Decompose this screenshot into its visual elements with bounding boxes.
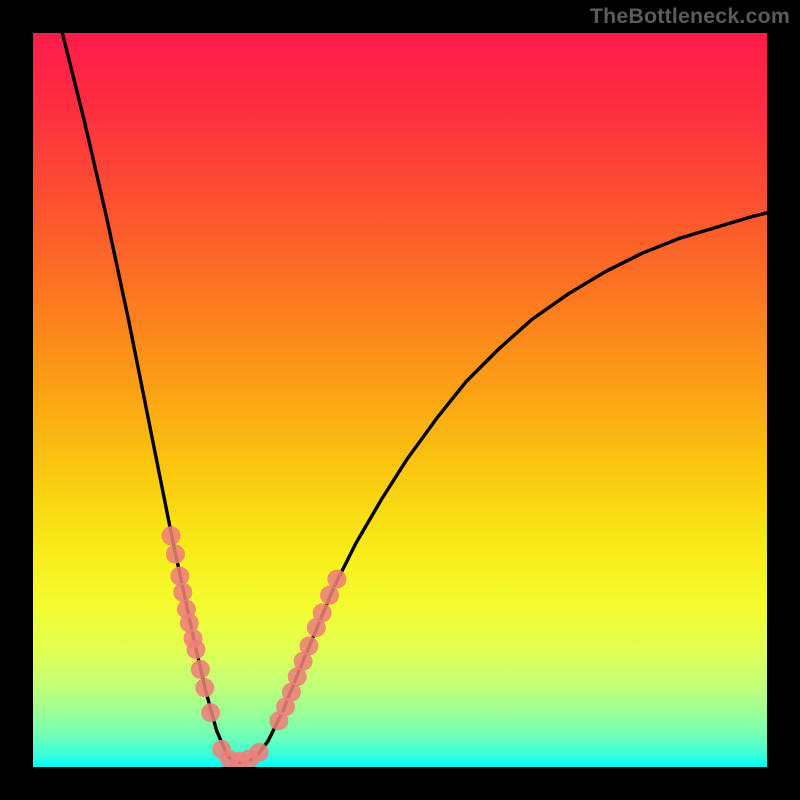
chart-root: TheBottleneck.com [0,0,800,800]
gpu-marker [173,583,192,602]
chart-svg [0,0,800,800]
gpu-marker [170,567,189,586]
gpu-marker [320,586,339,605]
gpu-marker [186,640,205,659]
gpu-marker [327,570,346,589]
gpu-marker [161,526,180,545]
gpu-marker [313,603,332,622]
gpu-marker [299,636,318,655]
gpu-marker [201,703,220,722]
gpu-marker [250,743,269,762]
gpu-marker [191,660,210,679]
gpu-marker [166,545,185,564]
gpu-marker [195,678,214,697]
watermark-text: TheBottleneck.com [590,4,790,29]
